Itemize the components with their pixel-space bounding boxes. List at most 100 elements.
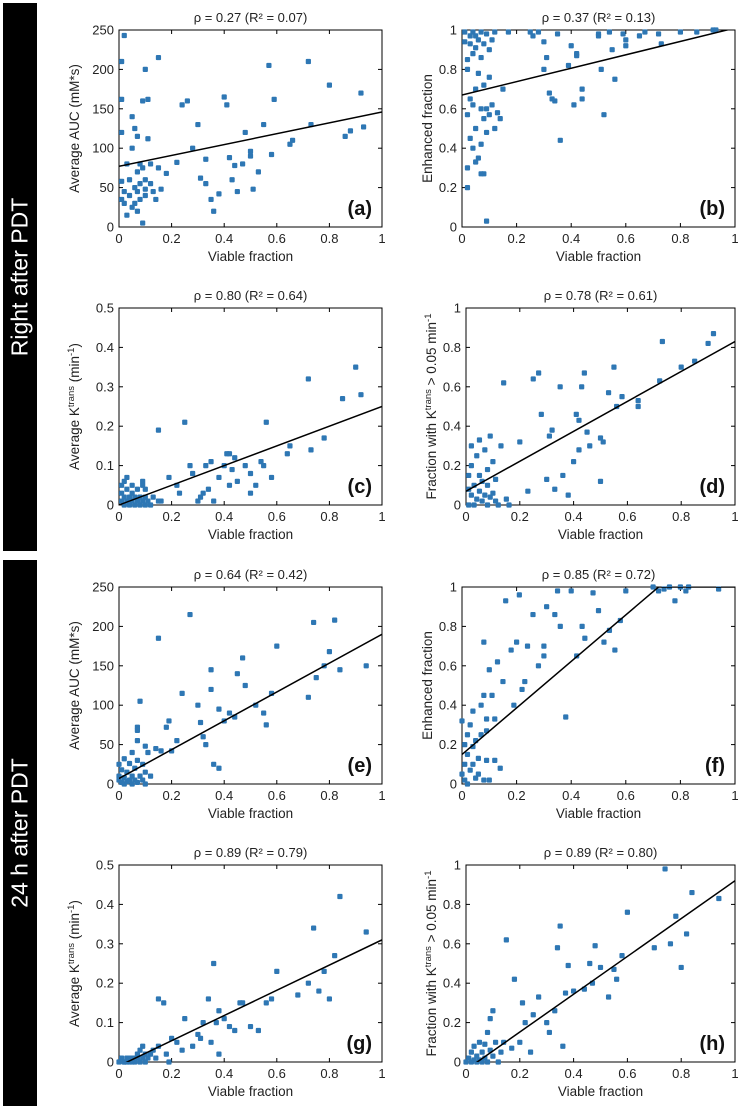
data-point: [124, 474, 130, 481]
data-point: [483, 129, 490, 136]
data-point: [195, 498, 201, 504]
data-point: [140, 1043, 146, 1049]
x-tick-label: 0.2: [163, 509, 181, 524]
data-point: [474, 1053, 480, 1059]
x-tick-label: 0.4: [215, 788, 233, 803]
data-point: [140, 1055, 146, 1061]
x-tick-label: 0: [462, 509, 469, 524]
y-tick-label: 200: [92, 62, 114, 77]
x-tick-label: 0.2: [163, 788, 181, 803]
data-point: [473, 159, 479, 165]
data-point: [147, 181, 154, 187]
data-point: [129, 781, 135, 787]
panel-label: (h): [699, 1033, 725, 1055]
data-point: [492, 29, 498, 35]
data-point: [501, 380, 507, 386]
data-point: [147, 161, 154, 167]
data-point: [305, 58, 311, 65]
x-axis-label: Viable fraction: [208, 527, 293, 542]
data-point: [155, 996, 162, 1002]
x-tick-label: 0: [462, 1066, 469, 1081]
data-point: [137, 1059, 143, 1065]
data-point: [538, 411, 544, 417]
data-point: [636, 33, 643, 39]
y-tick-label: 1: [454, 301, 461, 316]
fit-line: [466, 340, 735, 492]
data-point: [142, 781, 148, 787]
data-point: [153, 196, 159, 203]
data-point: [326, 649, 332, 655]
x-tick-label: 0: [115, 788, 122, 803]
data-point: [655, 31, 662, 37]
x-tick-label: 1: [731, 1066, 738, 1081]
panel-title: ρ = 0.89 (R² = 0.80): [544, 845, 658, 860]
data-point: [203, 181, 209, 187]
data-point: [142, 177, 148, 183]
data-point: [124, 212, 130, 218]
data-point: [571, 988, 577, 994]
data-point: [498, 1049, 504, 1055]
data-point: [305, 694, 311, 700]
x-tick-label: 0.2: [163, 231, 181, 246]
data-point: [142, 66, 148, 72]
data-point: [274, 968, 280, 974]
data-point: [492, 476, 499, 482]
data-point: [140, 165, 146, 171]
data-point: [482, 447, 488, 453]
data-point: [255, 169, 261, 175]
data-point: [284, 451, 290, 457]
data-point: [568, 588, 574, 594]
data-point: [605, 994, 612, 1000]
data-point: [517, 1039, 523, 1045]
data-point: [339, 396, 346, 402]
x-tick-label: 0.6: [618, 1066, 636, 1081]
data-point: [179, 690, 185, 696]
data-point: [229, 466, 235, 473]
y-tick-label: 100: [92, 698, 114, 713]
data-point: [476, 1039, 483, 1045]
data-point: [554, 31, 561, 37]
data-point: [576, 417, 582, 423]
y-tick-label: 0.4: [443, 419, 461, 434]
data-point: [484, 1029, 491, 1036]
data-point: [573, 411, 579, 417]
data-point: [129, 482, 135, 488]
x-tick-label: 0.6: [268, 788, 286, 803]
data-point: [129, 145, 135, 151]
data-point: [240, 655, 246, 661]
data-point: [619, 394, 625, 400]
data-point: [544, 604, 550, 610]
y-tick-label: 0.8: [443, 340, 461, 355]
data-point: [132, 125, 138, 132]
data-point: [155, 427, 162, 433]
data-point: [481, 116, 487, 122]
data-point: [609, 47, 615, 53]
axes-frame: [461, 29, 736, 228]
data-point: [287, 141, 293, 147]
data-point: [121, 32, 127, 39]
data-point: [541, 653, 547, 659]
y-tick-label: 50: [100, 180, 114, 195]
data-point: [295, 992, 301, 998]
data-point: [483, 31, 490, 37]
data-point: [713, 27, 719, 33]
data-point: [211, 761, 217, 767]
data-point: [466, 502, 472, 508]
data-point: [554, 588, 561, 594]
data-point: [240, 1000, 246, 1006]
data-point: [565, 62, 572, 69]
y-tick-label: 0: [107, 1055, 114, 1070]
x-tick-label: 0.4: [215, 509, 233, 524]
data-point: [522, 1020, 528, 1026]
data-point: [119, 767, 125, 773]
panel-b: 0 0.2 0.4 0.6 0.8 1 0 0.2 0.4 0.6 0.8 1 ρ = 0.37 (R²…: [420, 10, 739, 264]
data-point: [579, 96, 585, 102]
data-point: [484, 1059, 491, 1065]
data-point: [258, 459, 264, 465]
x-tick-label: 0.8: [671, 231, 689, 246]
data-point: [134, 1051, 141, 1057]
data-point: [142, 192, 148, 199]
data-point: [619, 953, 625, 959]
data-point: [119, 178, 125, 184]
data-point: [490, 1053, 496, 1059]
